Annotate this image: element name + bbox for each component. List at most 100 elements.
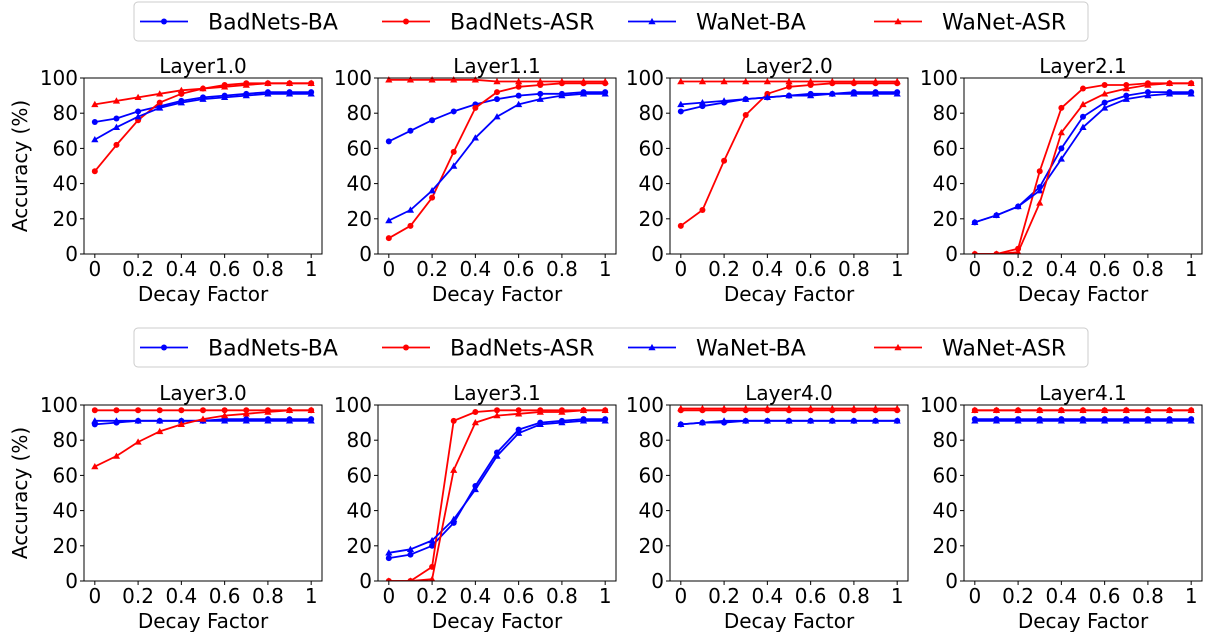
series-line bbox=[974, 82, 1192, 254]
data-point bbox=[135, 407, 142, 414]
data-point bbox=[429, 194, 436, 201]
data-point bbox=[971, 406, 979, 413]
data-point bbox=[1014, 202, 1022, 210]
data-point bbox=[156, 417, 164, 424]
data-point bbox=[515, 100, 523, 108]
data-point bbox=[494, 89, 500, 96]
data-point bbox=[698, 99, 707, 106]
data-point bbox=[871, 90, 880, 97]
data-point bbox=[536, 77, 544, 85]
data-point bbox=[677, 222, 684, 229]
data-point bbox=[493, 113, 501, 120]
x-tick-label: 0.4 bbox=[751, 257, 783, 281]
x-tick-label: 0 bbox=[382, 584, 395, 608]
y-tick-label: 40 bbox=[639, 499, 664, 523]
subplot-title: Layer1.1 bbox=[453, 54, 541, 78]
data-point bbox=[429, 542, 436, 549]
y-tick-label: 40 bbox=[639, 172, 664, 196]
data-point bbox=[1165, 90, 1174, 97]
x-tick-label: 1 bbox=[599, 584, 612, 608]
series-line bbox=[388, 418, 606, 559]
data-point bbox=[264, 79, 272, 86]
y-tick-label: 0 bbox=[65, 569, 78, 593]
data-point bbox=[763, 417, 771, 424]
x-tick-label: 1 bbox=[305, 257, 318, 281]
legend-marker bbox=[894, 17, 902, 25]
legend-entry: WaNet-BA bbox=[628, 337, 806, 362]
data-point bbox=[264, 90, 272, 97]
data-point bbox=[91, 136, 99, 143]
data-point bbox=[428, 536, 436, 544]
data-point bbox=[1036, 417, 1044, 424]
data-point bbox=[1058, 145, 1065, 152]
data-point bbox=[763, 404, 771, 412]
x-tick-label: 0.6 bbox=[503, 257, 535, 281]
data-point bbox=[828, 404, 836, 412]
series bbox=[677, 77, 901, 85]
data-point bbox=[1036, 187, 1044, 194]
data-point bbox=[720, 77, 728, 85]
data-point bbox=[1187, 90, 1195, 97]
data-point bbox=[558, 77, 566, 85]
data-point bbox=[450, 466, 458, 473]
y-tick-label: 60 bbox=[53, 463, 78, 487]
data-point bbox=[91, 119, 98, 125]
y-tick-label: 80 bbox=[53, 101, 78, 125]
y-tick-label: 0 bbox=[651, 569, 664, 593]
data-point bbox=[1187, 406, 1195, 413]
x-tick-label: 0.2 bbox=[122, 257, 154, 281]
data-point bbox=[1122, 417, 1130, 424]
data-point bbox=[972, 250, 977, 254]
x-axis-label: Decay Factor bbox=[432, 609, 563, 632]
y-tick-label: 20 bbox=[347, 534, 372, 558]
data-point bbox=[763, 77, 771, 85]
x-tick-label: 0.8 bbox=[838, 584, 870, 608]
series bbox=[385, 407, 609, 581]
data-point bbox=[177, 99, 185, 106]
data-point bbox=[699, 207, 706, 213]
data-point bbox=[1080, 85, 1086, 92]
data-point bbox=[601, 417, 609, 424]
data-point bbox=[1122, 95, 1130, 102]
y-tick-label: 40 bbox=[53, 499, 78, 523]
data-point bbox=[156, 90, 164, 97]
y-tick-label: 40 bbox=[347, 499, 372, 523]
data-point bbox=[1101, 90, 1109, 97]
data-point bbox=[807, 417, 815, 424]
data-point bbox=[156, 407, 163, 414]
x-tick-label: 1 bbox=[599, 257, 612, 281]
x-axis-label: Decay Factor bbox=[724, 609, 855, 632]
data-point bbox=[601, 90, 609, 97]
data-point bbox=[698, 404, 707, 412]
data-point bbox=[971, 417, 979, 424]
y-axis-label: Accuracy (%) bbox=[8, 100, 32, 232]
data-point bbox=[1144, 417, 1152, 424]
x-tick-label: 1 bbox=[1185, 257, 1198, 281]
data-point bbox=[807, 92, 815, 99]
x-tick-label: 0.4 bbox=[1045, 257, 1077, 281]
data-point bbox=[742, 404, 750, 412]
subplot: 0 0.2 0.4 0.6 0.8 1 0 20 40 60 80 100 Layer2.1 Decay … bbox=[920, 54, 1203, 306]
series bbox=[385, 416, 609, 562]
y-tick-label: 80 bbox=[933, 428, 958, 452]
series bbox=[971, 406, 1195, 413]
data-point bbox=[112, 452, 121, 459]
data-point bbox=[558, 408, 566, 415]
data-point bbox=[91, 168, 98, 175]
data-point bbox=[493, 452, 501, 459]
data-point bbox=[828, 77, 836, 85]
data-point bbox=[871, 77, 880, 85]
plot-frame bbox=[377, 404, 617, 582]
y-tick-label: 60 bbox=[347, 136, 372, 160]
data-point bbox=[385, 76, 393, 83]
y-tick-label: 0 bbox=[65, 242, 78, 266]
data-point bbox=[242, 92, 250, 99]
x-axis-label: Decay Factor bbox=[1018, 609, 1149, 632]
x-tick-label: 1 bbox=[305, 584, 318, 608]
y-tick-label: 20 bbox=[53, 534, 78, 558]
x-tick-label: 0.6 bbox=[209, 257, 241, 281]
x-tick-label: 0.2 bbox=[1002, 257, 1034, 281]
series bbox=[385, 90, 609, 224]
data-point bbox=[1101, 104, 1109, 111]
data-point bbox=[992, 417, 1001, 424]
